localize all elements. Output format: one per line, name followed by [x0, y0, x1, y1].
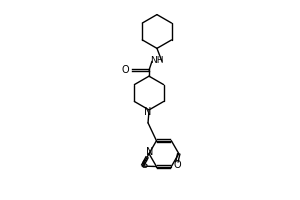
- Text: N: N: [144, 107, 152, 117]
- Text: S: S: [141, 160, 147, 170]
- Text: N: N: [146, 147, 154, 157]
- Text: O: O: [122, 65, 130, 75]
- Text: NH: NH: [150, 56, 164, 65]
- Text: O: O: [173, 160, 181, 170]
